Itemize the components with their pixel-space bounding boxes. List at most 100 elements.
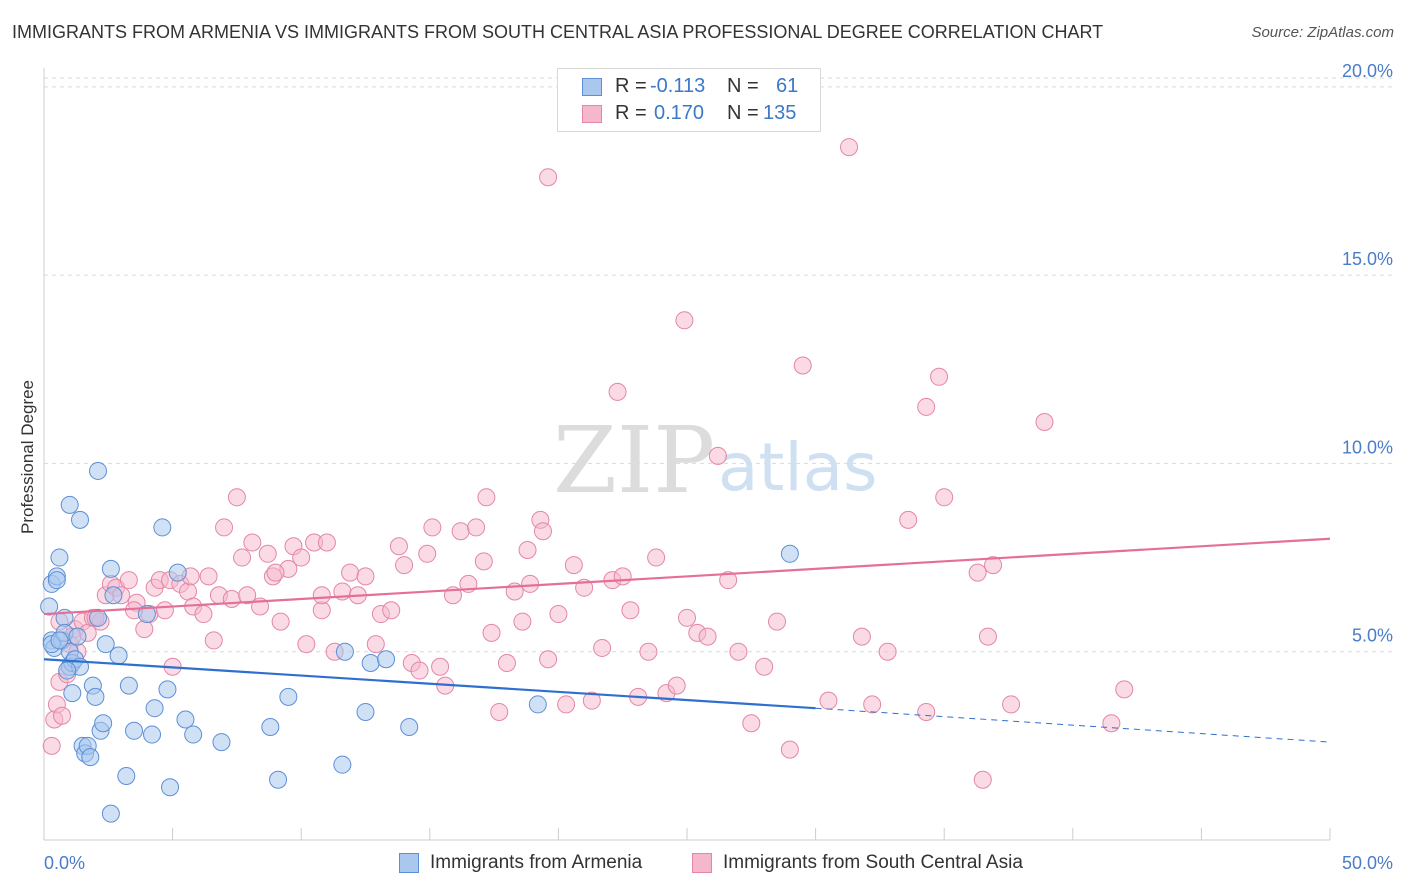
data-point-south-central-asia [389,537,408,556]
data-point-south-central-asia [518,541,537,560]
data-point-south-central-asia [1002,695,1021,714]
data-point-south-central-asia [341,563,360,582]
data-point-south-central-asia [755,657,774,676]
x-axis-ticks [43,828,1331,840]
watermark-atlas: atlas [718,429,878,506]
data-point-south-central-asia [366,635,385,654]
data-point-south-central-asia [582,691,601,710]
data-point-armenia [184,725,203,744]
data-point-south-central-asia [863,695,882,714]
data-point-south-central-asia [878,642,897,661]
data-point-armenia [63,684,82,703]
data-point-armenia [361,654,380,673]
data-point-armenia [50,631,69,650]
data-point-armenia [125,721,144,740]
data-point-armenia [261,718,280,737]
data-point-south-central-asia [410,661,429,680]
data-point-armenia [143,725,162,744]
data-point-south-central-asia [382,601,401,620]
data-point-south-central-asia [297,635,316,654]
legend-swatch-south-central-asia [582,105,602,123]
trend-line-armenia [43,658,816,710]
chart-title: IMMIGRANTS FROM ARMENIA VS IMMIGRANTS FR… [12,22,1104,42]
data-point-south-central-asia [258,544,277,563]
data-point-south-central-asia [356,567,375,586]
data-point-south-central-asia [621,601,640,620]
data-point-armenia [528,695,547,714]
watermark-zip: ZIP [553,407,715,514]
data-point-south-central-asia [199,567,218,586]
bottom-legend-swatch-armenia [399,853,419,873]
data-point-south-central-asia [1115,680,1134,699]
data-point-south-central-asia [179,582,198,601]
data-point-south-central-asia [467,518,486,537]
data-point-south-central-asia [395,556,414,575]
data-point-south-central-asia [613,567,632,586]
data-point-south-central-asia [973,770,992,789]
data-point-south-central-asia [742,714,761,733]
data-point-south-central-asia [1035,412,1054,431]
data-point-south-central-asia [431,657,450,676]
data-point-south-central-asia [42,736,61,755]
data-point-armenia [279,687,298,706]
data-point-armenia [89,608,108,627]
data-point-south-central-asia [917,397,936,416]
data-point-south-central-asia [215,518,234,537]
data-point-armenia [168,563,187,582]
data-point-south-central-asia [204,631,223,650]
gridlines [44,77,1393,653]
data-point-south-central-asia [984,556,1003,575]
data-point-armenia [176,710,195,729]
bottom-legend-label-armenia: Immigrants from Armenia [430,852,643,873]
watermark: ZIP atlas [553,407,878,514]
data-point-south-central-asia [593,638,612,657]
data-point-south-central-asia [292,548,311,567]
data-point-south-central-asia [852,627,871,646]
data-point-armenia [86,687,105,706]
data-point-armenia [47,571,66,590]
data-point-south-central-asia [266,563,285,582]
y-tick-label: 10.0% [1342,437,1393,457]
data-point-armenia [71,510,90,529]
data-point-south-central-asia [564,556,583,575]
data-point-south-central-asia [497,654,516,673]
data-point-armenia [101,804,120,823]
data-point-armenia [377,650,396,669]
legend-n-value-south-central-asia: 135 [763,102,797,124]
data-point-south-central-asia [840,138,859,157]
data-point-armenia [780,544,799,563]
data-point-south-central-asia [935,488,954,507]
data-point-south-central-asia [708,446,727,465]
data-point-south-central-asia [608,382,627,401]
data-point-armenia [50,548,69,567]
data-point-armenia [109,646,128,665]
data-point-south-central-asia [768,612,787,631]
legend-n-label: N = [727,102,759,124]
data-point-south-central-asia [312,601,331,620]
data-point-armenia [119,676,138,695]
data-point-south-central-asia [729,642,748,661]
bottom-legend-label-south-central-asia: Immigrants from South Central Asia [723,852,1023,873]
data-point-south-central-asia [675,311,694,330]
data-point-south-central-asia [780,740,799,759]
data-point-armenia [89,461,108,480]
data-point-armenia [104,586,123,605]
data-point-south-central-asia [1102,714,1121,733]
data-point-armenia [58,661,77,680]
data-point-armenia [40,597,59,616]
data-point-armenia [153,518,172,537]
data-point-south-central-asia [119,571,138,590]
data-point-south-central-asia [482,623,501,642]
data-point-armenia [161,778,180,797]
data-point-south-central-asia [474,552,493,571]
data-point-armenia [158,680,177,699]
data-point-south-central-asia [930,367,949,386]
data-point-south-central-asia [418,544,437,563]
data-point-armenia [212,733,231,752]
legend-n-label: N = [727,75,759,97]
trend-line-armenia-extension [815,707,1331,743]
y-axis-tick-labels: 5.0% 10.0% 15.0% 20.0% [1342,61,1393,646]
data-point-south-central-asia [312,586,331,605]
data-point-south-central-asia [719,571,738,590]
